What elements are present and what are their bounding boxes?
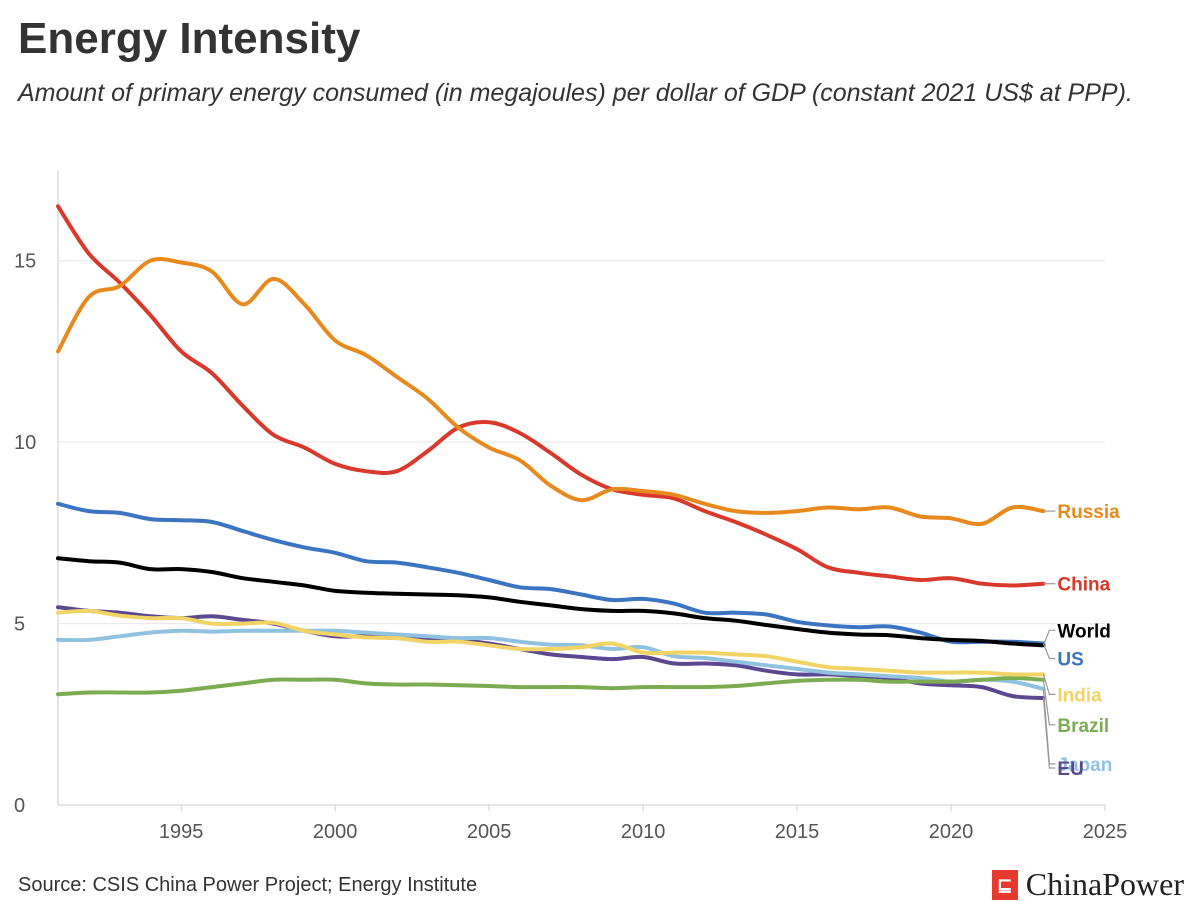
series-label-world: World: [1057, 621, 1110, 642]
series-label-russia: Russia: [1057, 502, 1120, 523]
series-line-brazil: [56, 676, 1046, 697]
x-tick-label: 2005: [467, 821, 512, 843]
x-tick-label: 2020: [929, 821, 974, 843]
y-tick-label: 10: [14, 432, 36, 454]
series-label-china: China: [1057, 575, 1110, 596]
x-tick-label: 2010: [621, 821, 666, 843]
y-tick-label: 5: [14, 614, 25, 636]
series-line-japan: [56, 628, 1046, 691]
leader-line-eu: [1042, 697, 1056, 769]
series-label-japan: Japan: [1057, 755, 1112, 776]
source-note: Source: CSIS China Power Project; Energy…: [18, 874, 478, 896]
leader-line-japan: [1042, 688, 1056, 765]
chart-title: Energy Intensity: [18, 14, 361, 63]
leader-line-india: [1042, 674, 1056, 696]
leader-line-us: [1042, 643, 1056, 660]
x-tick-label: 2025: [1083, 821, 1128, 843]
leader-line-brazil: [1042, 679, 1056, 726]
x-tick-label: 1995: [159, 821, 204, 843]
chart-subtitle: Amount of primary energy consumed (in me…: [18, 79, 1133, 107]
series-line-russia: [56, 257, 1046, 527]
series-label-us: US: [1057, 650, 1083, 671]
series-line-world: [56, 556, 1046, 648]
series-line-us: [56, 501, 1046, 646]
brand-mark: ⊑ ChinaPower: [991, 866, 1184, 903]
leader-line-world: [1042, 629, 1056, 646]
chinapower-logo-icon: ⊑: [991, 869, 1018, 900]
y-tick-label: 15: [14, 251, 36, 273]
series-label-eu: EU: [1057, 759, 1083, 780]
brand-name: ChinaPower: [1025, 866, 1184, 902]
series-line-china: [56, 204, 1046, 588]
series-label-brazil: Brazil: [1057, 716, 1109, 737]
x-tick-label: 2015: [775, 821, 820, 843]
series-line-india: [56, 608, 1046, 677]
series-label-india: India: [1057, 685, 1102, 706]
y-tick-label: 0: [14, 795, 25, 817]
x-tick-label: 2000: [313, 821, 358, 843]
